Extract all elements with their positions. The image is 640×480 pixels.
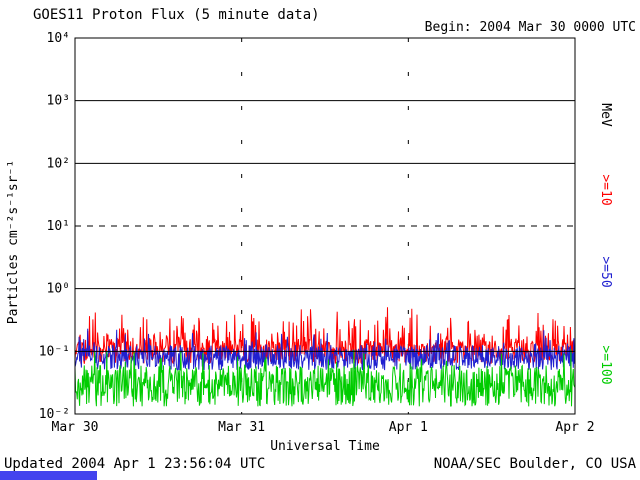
series-label-ge50: >=50 (598, 256, 613, 288)
unit-label-mev: MeV (598, 103, 613, 127)
credit-label: NOAA/SEC Boulder, CO USA (433, 456, 636, 472)
plot-border (74, 37, 576, 415)
chart-title: GOES11 Proton Flux (5 minute data) (33, 7, 320, 23)
svg-text:10²: 10² (47, 156, 70, 171)
svg-text:Apr 2: Apr 2 (555, 420, 594, 435)
updated-timestamp: Updated 2004 Apr 1 23:56:04 UTC (4, 456, 266, 472)
svg-text:10⁴: 10⁴ (47, 31, 70, 46)
x-axis-label: Universal Time (270, 439, 380, 454)
y-tick-labels: 10⁴ 10³ 10² 10¹ 10⁰ 10⁻¹ 10⁻² (39, 31, 70, 422)
svg-text:10³: 10³ (47, 94, 70, 109)
svg-text:Mar 30: Mar 30 (52, 420, 99, 435)
x-tick-labels: Mar 30 Mar 31 Apr 1 Apr 2 (52, 420, 595, 435)
svg-text:10⁻¹: 10⁻¹ (39, 344, 70, 359)
svg-text:10⁻²: 10⁻² (39, 407, 70, 422)
series-label-ge10: >=10 (598, 174, 613, 206)
svg-text:Apr 1: Apr 1 (389, 420, 428, 435)
series-label-ge100: >=100 (598, 345, 613, 385)
series-line->=50 (74, 328, 576, 371)
decade-grid-lines (75, 100, 575, 352)
footer-bar (0, 471, 97, 480)
begin-time-label: Begin: 2004 Mar 30 0000 UTC (424, 20, 636, 35)
svg-text:10⁰: 10⁰ (47, 282, 70, 297)
series-line->=100 (74, 349, 576, 407)
y-axis-label: Particles cm⁻²s⁻¹sr⁻¹ (6, 159, 21, 325)
svg-text:Mar 31: Mar 31 (218, 420, 265, 435)
svg-text:10¹: 10¹ (47, 219, 70, 234)
